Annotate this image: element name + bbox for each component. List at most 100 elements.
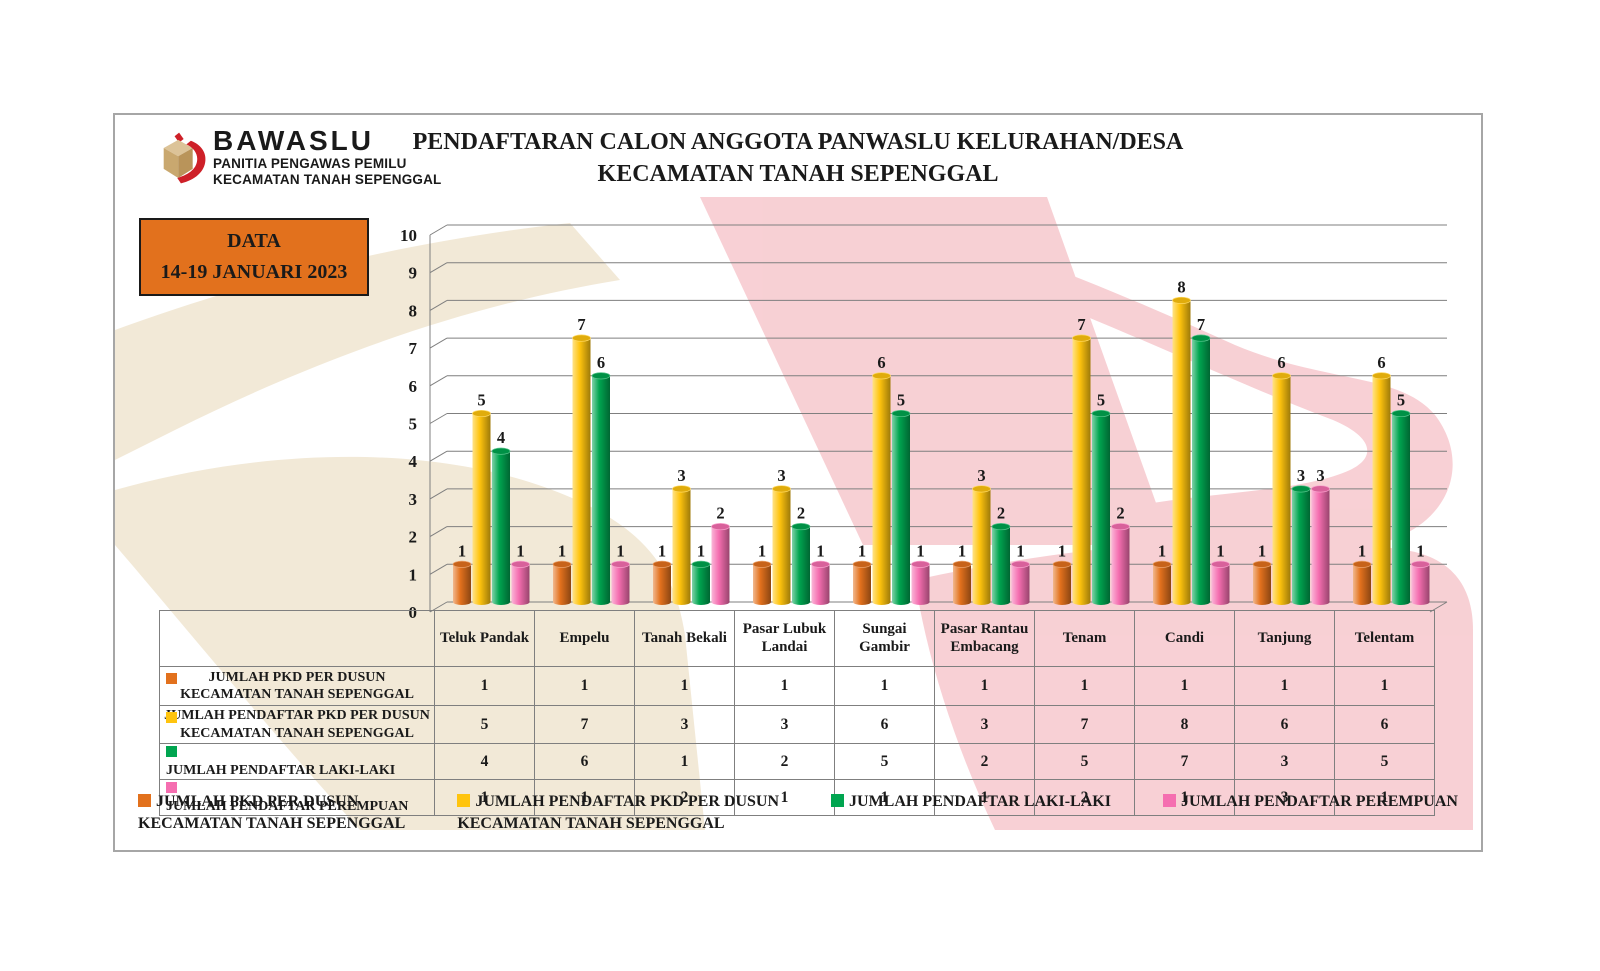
gridline-connector-7	[429, 337, 448, 349]
category-label-sungai-gambir: Sungai Gambir	[834, 610, 935, 667]
bar-value-label: 1	[1016, 541, 1024, 560]
y-tick-label-6: 6	[409, 377, 418, 396]
cell-jumlah-pkd-per-dusun-tanjung: 1	[1234, 666, 1335, 706]
cell-jumlah-pendaftar-pkd-per-dusun-candi: 8	[1134, 705, 1235, 744]
bar-jumlah-pendaftar-laki-laki-teluk-pandak: 4	[491, 428, 511, 605]
bar-jumlah-pendaftar-perempuan-empelu: 1	[611, 541, 630, 605]
bar-jumlah-pkd-per-dusun-sungai-gambir: 1	[852, 541, 872, 605]
bar-jumlah-pkd-per-dusun-pasar-rantau-embacang: 1	[952, 541, 972, 605]
gridline-connector-1	[429, 563, 448, 575]
bar-jumlah-pendaftar-pkd-per-dusun-tenam: 7	[1072, 315, 1091, 605]
cell-jumlah-pkd-per-dusun-tenam: 1	[1034, 666, 1135, 706]
y-tick-label-1: 1	[409, 565, 418, 584]
category-label-tanah-bekali: Tanah Bekali	[634, 610, 735, 667]
bar-jumlah-pendaftar-pkd-per-dusun-teluk-pandak: 5	[472, 391, 491, 605]
bar-value-label: 3	[977, 466, 985, 485]
cell-jumlah-pkd-per-dusun-pasar-lubuk-landai: 1	[734, 666, 835, 706]
bar-jumlah-pendaftar-laki-laki-empelu: 6	[591, 353, 611, 605]
bar-value-label: 1	[1258, 541, 1266, 560]
y-tick-label-7: 7	[409, 339, 418, 358]
bar-value-label: 1	[958, 541, 966, 560]
bar-value-label: 3	[677, 466, 685, 485]
cell-jumlah-pendaftar-perempuan-pasar-rantau-embacang: 1	[934, 779, 1035, 816]
series-swatch-icon	[166, 782, 177, 793]
bar-jumlah-pendaftar-laki-laki-candi: 7	[1191, 315, 1211, 605]
bar-jumlah-pendaftar-pkd-per-dusun-empelu: 7	[572, 315, 591, 605]
bar-value-label: 5	[477, 391, 485, 410]
bar-value-label: 2	[997, 504, 1005, 523]
gridline-connector-4	[429, 450, 448, 462]
gridline-connector-8	[429, 299, 448, 311]
bar-jumlah-pendaftar-laki-laki-telentam: 5	[1391, 391, 1411, 605]
category-label-empelu: Empelu	[534, 610, 635, 667]
gridline-connector-2	[429, 526, 448, 538]
y-tick-label-5: 5	[409, 415, 418, 434]
bar-value-label: 1	[1058, 541, 1066, 560]
cell-jumlah-pendaftar-perempuan-teluk-pandak: 1	[434, 779, 535, 816]
table-row-jumlah-pkd-per-dusun: JUMLAH PKD PER DUSUN KECAMATAN TANAH SEPE…	[159, 666, 1435, 706]
cell-jumlah-pkd-per-dusun-candi: 1	[1134, 666, 1235, 706]
data-period-badge: DATA 14-19 JANUARI 2023	[139, 218, 369, 296]
cell-jumlah-pendaftar-pkd-per-dusun-empelu: 7	[534, 705, 635, 744]
bar-jumlah-pkd-per-dusun-tanah-bekali: 1	[652, 541, 672, 605]
y-tick-label-3: 3	[409, 490, 418, 509]
cell-jumlah-pendaftar-pkd-per-dusun-sungai-gambir: 6	[834, 705, 935, 744]
data-table: Teluk Pandak Empelu Tanah Bekali Pasar Lubu…	[159, 610, 1435, 816]
bar-value-label: 3	[1297, 466, 1305, 485]
bar-value-label: 1	[916, 541, 924, 560]
legend-item-jumlah-pendaftar-pkd-per-dusun: JUMLAH PENDAFTAR PKD PER DUSUN KECAMATAN …	[457, 793, 780, 833]
bar-value-label: 6	[597, 353, 605, 372]
bar-jumlah-pendaftar-laki-laki-pasar-rantau-embacang: 2	[991, 504, 1011, 605]
bar-value-label: 8	[1177, 277, 1185, 296]
legend-item-jumlah-pendaftar-laki-laki: JUMLAH PENDAFTAR LAKI-LAKI	[831, 791, 1111, 813]
ballot-slot-icon	[174, 132, 184, 143]
gridline-connector-3	[429, 488, 448, 500]
legend-swatch-icon	[138, 794, 152, 807]
bar-jumlah-pkd-per-dusun-tenam: 1	[1052, 541, 1072, 605]
bar-jumlah-pendaftar-perempuan-telentam: 1	[1411, 541, 1430, 605]
title-line-2: KECAMATAN TANAH SEPENGGAL	[597, 160, 999, 187]
cell-jumlah-pendaftar-perempuan-tenam: 2	[1034, 779, 1135, 816]
cell-jumlah-pendaftar-pkd-per-dusun-telentam: 6	[1334, 705, 1435, 744]
cell-jumlah-pendaftar-perempuan-sungai-gambir: 1	[834, 779, 935, 816]
bar-jumlah-pkd-per-dusun-candi: 1	[1152, 541, 1172, 605]
cell-jumlah-pendaftar-laki-laki-telentam: 5	[1334, 743, 1435, 780]
box-right-face	[178, 148, 193, 178]
bar-value-label: 5	[1097, 391, 1105, 410]
row-header-jumlah-pkd-per-dusun: JUMLAH PKD PER DUSUN KECAMATAN TANAH SEPE…	[159, 666, 435, 706]
series-swatch-icon	[166, 746, 177, 757]
red-ribbon-icon	[177, 140, 206, 184]
cell-jumlah-pendaftar-perempuan-tanjung: 3	[1234, 779, 1335, 816]
row-header-jumlah-pendaftar-pkd-per-dusun: JUMLAH PENDAFTAR PKD PER DUSUN KECAMATAN …	[159, 705, 435, 744]
bar-jumlah-pendaftar-perempuan-tenam: 2	[1111, 504, 1130, 605]
cell-jumlah-pendaftar-laki-laki-teluk-pandak: 4	[434, 743, 535, 780]
y-tick-label-10: 10	[400, 226, 417, 245]
bar-value-label: 2	[716, 504, 724, 523]
table-row-jumlah-pendaftar-perempuan: JUMLAH PENDAFTAR PEREMPUAN 1 1 2 1 1 1 2 1 3 1	[159, 779, 1435, 816]
bar-jumlah-pendaftar-pkd-per-dusun-candi: 8	[1172, 277, 1191, 605]
bar-jumlah-pkd-per-dusun-empelu: 1	[552, 541, 572, 605]
category-label-tenam: Tenam	[1034, 610, 1135, 667]
bar-jumlah-pendaftar-pkd-per-dusun-pasar-lubuk-landai: 3	[772, 466, 791, 605]
cell-jumlah-pendaftar-perempuan-tanah-bekali: 2	[634, 779, 735, 816]
legend-swatch-icon	[831, 794, 845, 807]
category-header-row: Teluk Pandak Empelu Tanah Bekali Pasar Lubu…	[159, 610, 1435, 667]
bar-jumlah-pendaftar-perempuan-sungai-gambir: 1	[911, 541, 930, 605]
gridline-connector-10	[429, 224, 448, 236]
logo-text: BAWASLU PANITIA PENGAWAS PEMILU KECAMATA…	[213, 127, 442, 186]
logo-subtitle-1: PANITIA PENGAWAS PEMILU	[213, 155, 407, 172]
bar-value-label: 4	[497, 428, 505, 447]
page-title: PENDAFTARAN CALON ANGGOTA PANWASLU KELUR…	[115, 127, 1481, 190]
cell-jumlah-pendaftar-laki-laki-candi: 7	[1134, 743, 1235, 780]
bar-value-label: 2	[1116, 504, 1124, 523]
bar-value-label: 7	[577, 315, 585, 334]
cell-jumlah-pendaftar-perempuan-empelu: 1	[534, 779, 635, 816]
bar-jumlah-pendaftar-perempuan-teluk-pandak: 1	[511, 541, 530, 605]
bar-value-label: 5	[1397, 391, 1405, 410]
bar-value-label: 6	[1377, 353, 1385, 372]
cell-jumlah-pendaftar-perempuan-telentam: 1	[1334, 779, 1435, 816]
cell-jumlah-pendaftar-pkd-per-dusun-teluk-pandak: 5	[434, 705, 535, 744]
bar-value-label: 3	[1316, 466, 1324, 485]
cell-jumlah-pendaftar-pkd-per-dusun-tanjung: 6	[1234, 705, 1335, 744]
table-row-jumlah-pendaftar-laki-laki: JUMLAH PENDAFTAR LAKI-LAKI 4 6 1 2 5 2 5 7 3 5	[159, 743, 1435, 780]
